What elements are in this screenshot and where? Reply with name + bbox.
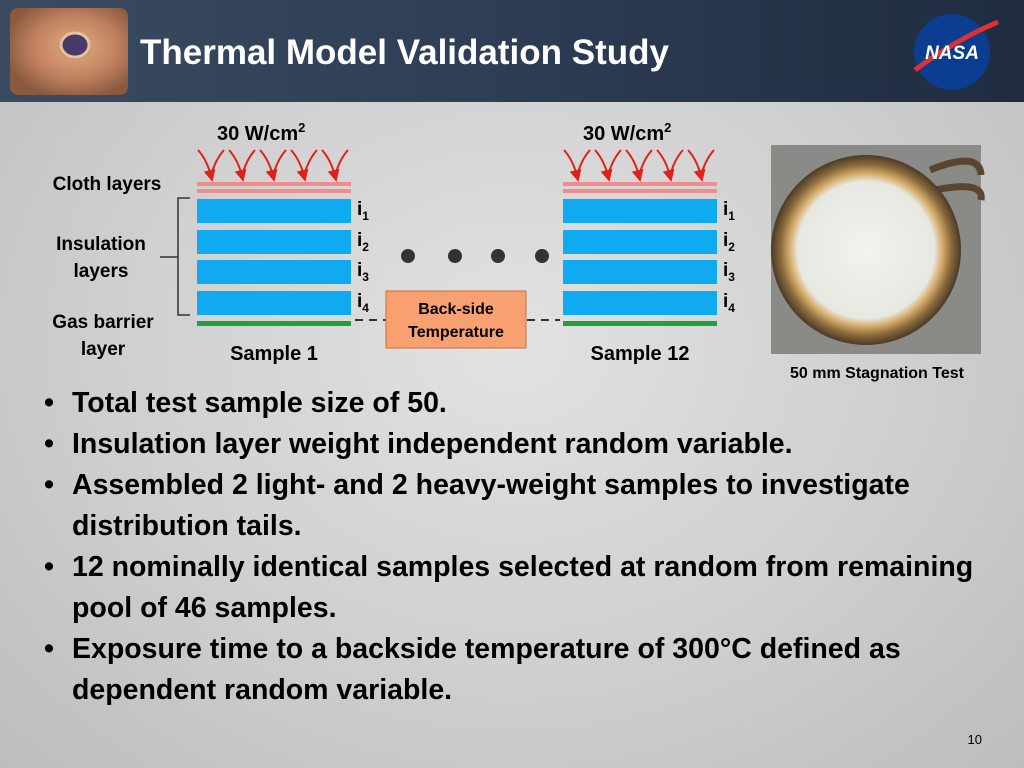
cloth-layer [197, 182, 351, 186]
heat-arrow [563, 149, 582, 182]
layer-label: i3 [723, 260, 735, 284]
heat-arrow [607, 149, 622, 177]
heat-arrow [259, 149, 278, 182]
heat-flux-text: 30 W/cm [583, 123, 664, 145]
heat-arrow [228, 149, 247, 182]
gas-barrier [197, 321, 351, 326]
heat-flux-exponent: 2 [664, 120, 671, 135]
heat-arrow [210, 149, 225, 177]
heat-arrow [669, 149, 684, 177]
layer-label-sub: 1 [362, 209, 369, 223]
heat-flux-label: 30 W/cm2 [217, 120, 305, 145]
header-band [0, 0, 1024, 102]
backside-box [385, 290, 527, 349]
backside-label: Back-side [418, 301, 494, 318]
layer-label-base: i [723, 230, 728, 251]
layer-label-base: i [357, 291, 362, 312]
heat-arrow [638, 149, 653, 177]
gas-barrier-label: layer [81, 339, 126, 360]
bullet-item: 12 nominally identical samples selected … [40, 547, 985, 629]
bullet-list: Total test sample size of 50.Insulation … [40, 383, 985, 711]
insulation-layer [197, 230, 351, 254]
cloth-layer [563, 189, 717, 193]
heat-arrow [290, 149, 309, 182]
gas-barrier-label: Gas barrier [52, 312, 154, 333]
layer-label: i1 [723, 199, 735, 223]
cloth-label: Cloth layers [53, 174, 162, 195]
insulation-label: Insulation [56, 234, 146, 255]
heat-arrow [334, 149, 349, 177]
bullet-item: Insulation layer weight independent rand… [40, 424, 985, 465]
page-number: 10 [967, 732, 982, 747]
layer-label-base: i [357, 230, 362, 251]
heat-arrow [625, 149, 644, 182]
photo-caption: 50 mm Stagnation Test [790, 365, 965, 382]
slide-title: Thermal Model Validation Study [140, 33, 669, 72]
layer-bracket [160, 197, 190, 316]
layer-label-base: i [723, 291, 728, 312]
heat-arrow [241, 149, 256, 177]
layer-label: i3 [357, 260, 369, 284]
heat-arrow [687, 149, 706, 182]
layer-label-sub: 2 [728, 240, 735, 254]
heat-arrow [576, 149, 591, 177]
heat-flux-exponent: 2 [298, 120, 305, 135]
layer-label-sub: 3 [362, 270, 369, 284]
layer-label-base: i [357, 199, 362, 220]
insulation-layer [563, 291, 717, 315]
layer-label-base: i [723, 260, 728, 281]
insulation-layer [197, 260, 351, 284]
insulation-layer [197, 199, 351, 223]
thumbnail-detail [59, 31, 91, 59]
layer-label: i4 [357, 291, 369, 315]
sample-label: Sample 12 [591, 343, 690, 365]
heat-arrow [272, 149, 287, 177]
layer-label-sub: 2 [362, 240, 369, 254]
gas-barrier [563, 321, 717, 326]
layer-label-sub: 1 [728, 209, 735, 223]
sample-label: Sample 1 [230, 343, 318, 365]
layer-label: i1 [357, 199, 369, 223]
heat-arrow [197, 149, 216, 182]
heat-arrow [594, 149, 613, 182]
heat-arrow [321, 149, 340, 182]
layer-label-sub: 4 [728, 301, 735, 315]
heat-arrow [303, 149, 318, 177]
insulation-layer [563, 199, 717, 223]
logo-swoosh [913, 19, 999, 73]
logo-text: NASA [925, 43, 979, 64]
insulation-layer [563, 260, 717, 284]
heat-flux-text: 30 W/cm [217, 123, 298, 145]
layer-label: i2 [357, 230, 369, 254]
insulation-layer [563, 230, 717, 254]
layer-label-sub: 4 [362, 301, 369, 315]
cloth-layer [197, 189, 351, 193]
heat-arrow [656, 149, 675, 182]
bullet-item: Total test sample size of 50. [40, 383, 985, 424]
photo-disc [771, 155, 961, 345]
insulation-layer [197, 291, 351, 315]
layer-label: i4 [723, 291, 735, 315]
insulation-label: layers [74, 261, 129, 282]
layer-label-base: i [723, 199, 728, 220]
photo-detail [928, 157, 985, 201]
layer-label-sub: 3 [728, 270, 735, 284]
bullet-item: Assembled 2 light- and 2 heavy-weight sa… [40, 465, 985, 547]
heat-arrow [700, 149, 715, 177]
layer-label-base: i [357, 260, 362, 281]
cloth-layer [563, 182, 717, 186]
layer-label: i2 [723, 230, 735, 254]
heat-flux-label: 30 W/cm2 [583, 120, 671, 145]
ellipsis-dots [401, 249, 549, 263]
backside-label: Temperature [408, 324, 504, 341]
bullet-item: Exposure time to a backside temperature … [40, 629, 985, 711]
